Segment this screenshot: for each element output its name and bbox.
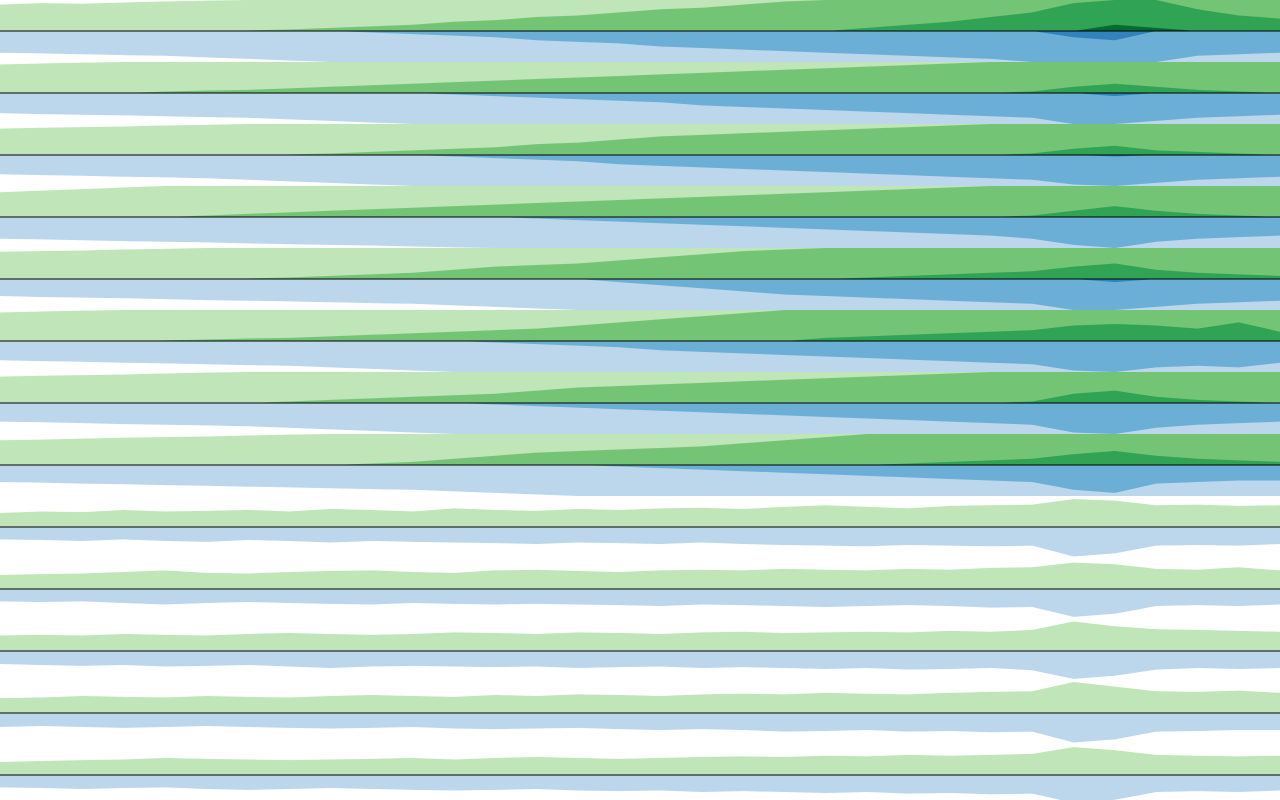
horizon-band: [0, 589, 1280, 617]
horizon-band: [0, 434, 1280, 465]
horizon-band: [0, 527, 1280, 557]
horizon-band: [0, 263, 1280, 279]
horizon-band: [0, 145, 1280, 155]
horizon-band: [0, 0, 1280, 31]
horizon-band: [0, 24, 1280, 31]
horizon-band: [0, 465, 1280, 493]
horizon-band: [0, 322, 1280, 341]
horizon-band: [0, 186, 1280, 217]
horizon-band: [0, 31, 1280, 41]
horizon-band: [0, 124, 1280, 155]
horizon-band: [0, 499, 1280, 527]
horizon-band: [0, 775, 1280, 800]
horizon-band: [0, 713, 1280, 743]
horizon-band: [0, 248, 1280, 279]
horizon-band: [0, 217, 1280, 248]
horizon-band: [0, 390, 1280, 403]
horizon-band: [0, 206, 1280, 217]
horizon-band: [0, 155, 1280, 186]
horizon-band: [0, 341, 1280, 372]
horizon-band: [0, 279, 1280, 310]
horizon-band: [0, 651, 1280, 679]
horizon-band: [0, 621, 1280, 651]
horizon-band: [0, 747, 1280, 775]
horizon-band: [0, 403, 1280, 434]
horizon-band: [0, 31, 1280, 62]
horizon-band: [0, 62, 1280, 93]
horizon-band: [0, 93, 1280, 124]
horizon-band: [0, 451, 1280, 465]
horizon-band: [0, 83, 1280, 93]
horizon-band: [0, 372, 1280, 403]
horizon-band: [0, 562, 1280, 589]
horizon-band: [0, 682, 1280, 713]
